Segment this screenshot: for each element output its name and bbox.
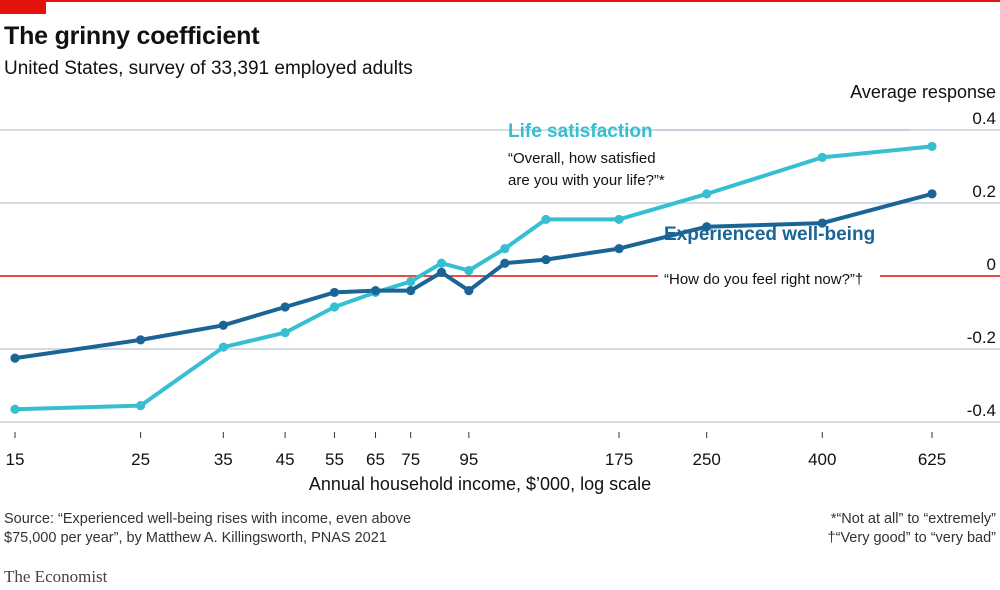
- footnote-2: †“Very good” to “very bad”: [827, 530, 996, 546]
- life-satisfaction-point: [436, 258, 447, 268]
- y-tick-label: 0.4: [972, 109, 996, 128]
- y-tick-label: 0.2: [972, 182, 996, 201]
- experienced-wellbeing-point: [406, 286, 416, 296]
- y-tick-label: -0.4: [967, 401, 996, 420]
- experienced-wellbeing-point: [500, 258, 510, 268]
- footnote-1: *“Not at all” to “extremely”: [830, 511, 996, 527]
- y-axis-caption: Average response: [850, 82, 996, 102]
- experienced-wellbeing-point: [817, 218, 827, 228]
- source-note: Source: “Experienced well-being rises wi…: [4, 510, 474, 548]
- life-satisfaction-point: [464, 265, 474, 276]
- y-tick-label: 0: [987, 255, 996, 274]
- life-satisfaction-point: [702, 189, 712, 199]
- life-satisfaction-point: [927, 141, 937, 152]
- experienced-wellbeing-point: [329, 287, 340, 298]
- life-satisfaction-point: [218, 342, 228, 352]
- x-tick-label: 65: [366, 450, 385, 469]
- x-tick-label: 15: [6, 450, 25, 469]
- x-tick-label: 95: [459, 450, 478, 469]
- life-satisfaction-point: [614, 214, 624, 225]
- experienced-wellbeing-point: [464, 286, 474, 296]
- life-satisfaction-question-line2: are you with your life?”*: [508, 172, 665, 189]
- experienced-wellbeing-label: Experienced well-being: [664, 224, 875, 245]
- life-satisfaction-point: [500, 244, 510, 254]
- y-tick-labels: 0.4 0.2 0 -0.2 -0.4: [967, 109, 996, 420]
- life-satisfaction-point: [135, 400, 146, 411]
- x-tick-labels: 15 25 35 45 55 65 75 95 175 250 400 625: [6, 432, 946, 469]
- x-tick-label: 250: [693, 450, 721, 469]
- experienced-wellbeing-point: [927, 189, 937, 199]
- x-tick-label: 625: [918, 450, 946, 469]
- x-tick-label: 45: [276, 450, 295, 469]
- experienced-wellbeing-point: [702, 222, 712, 232]
- x-tick-label: 175: [605, 450, 633, 469]
- life-satisfaction-label: Life satisfaction: [508, 121, 653, 142]
- x-axis-label: Annual household income, $’000, log scal…: [308, 474, 652, 494]
- life-satisfaction-point: [817, 152, 827, 162]
- life-satisfaction-question-line1: “Overall, how satisfied: [508, 150, 656, 167]
- experienced-wellbeing-point: [10, 353, 20, 363]
- experienced-wellbeing-point: [280, 302, 290, 312]
- footnotes: *“Not at all” to “extremely” †“Very good…: [828, 510, 996, 548]
- life-satisfaction-point: [280, 327, 290, 338]
- experienced-wellbeing-point: [614, 244, 624, 254]
- source-line-2: $75,000 per year”, by Matthew A. Killing…: [4, 530, 387, 546]
- life-satisfaction-point: [541, 214, 551, 225]
- experienced-wellbeing-point: [218, 320, 228, 330]
- experienced-wellbeing-point: [135, 335, 146, 345]
- x-tick-label: 25: [131, 450, 150, 469]
- x-tick-label: 55: [325, 450, 344, 469]
- series: [10, 141, 937, 414]
- experienced-wellbeing-point: [541, 254, 551, 265]
- x-tick-label: 400: [808, 450, 836, 469]
- brand-tag: [0, 0, 46, 14]
- life-satisfaction-point: [10, 404, 20, 414]
- x-tick-label: 75: [401, 450, 420, 469]
- life-satisfaction-point: [329, 302, 340, 312]
- chart-title: The grinny coefficient: [4, 22, 260, 50]
- y-tick-label: -0.2: [967, 328, 996, 347]
- x-tick-label: 35: [214, 450, 233, 469]
- experienced-wellbeing-point: [370, 286, 381, 296]
- experienced-wellbeing-label-background: [658, 262, 880, 292]
- experienced-wellbeing-point: [436, 267, 447, 277]
- brand-logo: The Economist: [4, 567, 108, 586]
- experienced-wellbeing-question: “How do you feel right now?”†: [664, 271, 863, 288]
- source-line-1: Source: “Experienced well-being rises wi…: [4, 511, 412, 527]
- life-satisfaction-point: [406, 276, 416, 287]
- series-annotations: Life satisfaction “Overall, how satisfie…: [508, 121, 910, 292]
- chart-subtitle: United States, survey of 33,391 employed…: [4, 58, 413, 79]
- top-rule: [0, 0, 1000, 2]
